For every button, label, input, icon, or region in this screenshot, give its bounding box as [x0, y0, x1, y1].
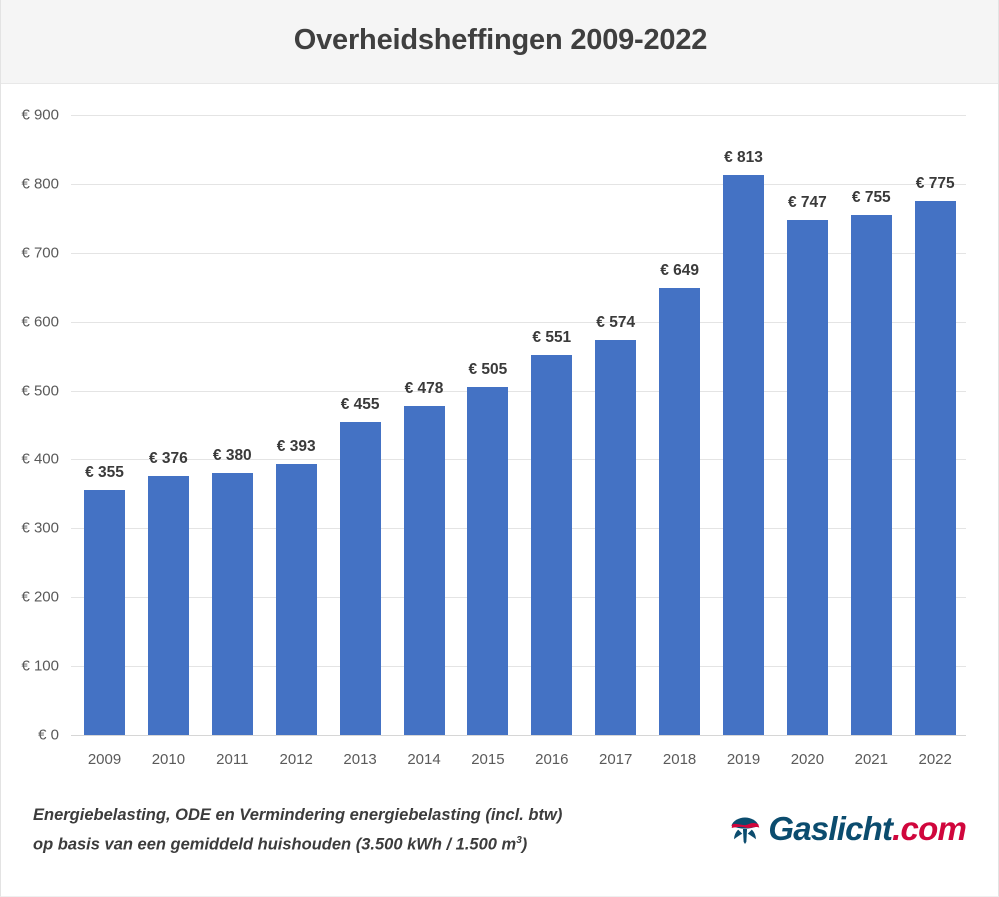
bar-2020[interactable]	[786, 220, 828, 735]
x-axis-tick-label-2018: 2018	[662, 751, 697, 768]
brand-wordmark: Gaslicht.com	[768, 810, 966, 848]
x-axis-tick-label-2014: 2014	[407, 751, 441, 768]
x-axis-baseline	[71, 735, 966, 736]
chart-header: Overheidsheffingen 2009-2022	[1, 0, 998, 84]
y-axis-tick-label: € 400	[21, 450, 59, 468]
bar-value-label-2014: € 478	[404, 379, 444, 397]
cubic-meter-superscript: 3	[516, 835, 522, 846]
x-axis-tick-label-2022: 2022	[918, 751, 952, 768]
bar-value-label-2016: € 551	[532, 329, 572, 347]
bar-2022[interactable]	[914, 201, 956, 735]
bar-value-label-2010: € 376	[148, 449, 188, 467]
bar-value-label-2012: € 393	[276, 438, 316, 456]
bar-2011[interactable]	[211, 473, 253, 735]
x-axis-tick-label-2013: 2013	[343, 751, 377, 768]
bar-value-label-2009: € 355	[85, 464, 124, 482]
bar-value-label-2021: € 755	[851, 188, 891, 206]
x-axis-tick-label-2019: 2019	[726, 751, 761, 768]
y-axis-tick-label: € 700	[21, 244, 59, 262]
bar-2021[interactable]	[850, 214, 892, 735]
gridline	[71, 666, 966, 668]
bar-2009[interactable]	[84, 490, 125, 735]
bar-2017[interactable]	[595, 339, 637, 735]
y-axis-tick-label: € 100	[21, 657, 59, 675]
bar-value-label-2011: € 380	[212, 447, 252, 465]
y-axis-tick-label: € 300	[21, 519, 59, 537]
bar-2019[interactable]	[723, 174, 764, 735]
y-axis-tick-label: € 0	[38, 726, 59, 744]
gridline	[71, 390, 966, 392]
footer-note-line-2-close: )	[521, 835, 528, 854]
bar-value-label-2017: € 574	[596, 313, 636, 331]
gridline	[71, 459, 966, 461]
y-axis-tick-label: € 900	[21, 106, 59, 124]
bar-2015[interactable]	[467, 387, 509, 735]
brand-logo[interactable]: Gaslicht.com	[728, 806, 967, 852]
x-axis-tick-label-2015: 2015	[471, 751, 505, 768]
bar-value-label-2020: € 747	[787, 194, 827, 212]
page-title: Overheidsheffingen 2009-2022	[293, 24, 708, 56]
x-axis-tick-label-2017: 2017	[599, 751, 633, 768]
gridline	[71, 115, 966, 116]
y-axis-tick-label: € 800	[21, 175, 59, 193]
brand-name: Gaslicht	[768, 810, 893, 847]
bar-2018[interactable]	[659, 287, 701, 735]
chart-plot-area: € 0 € 100 € 200 € 300 € 400 € 500 € 600 € 700 € …	[1, 84, 998, 784]
bar-2013[interactable]	[339, 421, 381, 735]
gridline	[71, 183, 966, 185]
footer-note-line-2: op basis van een gemiddeld huishouden (3…	[33, 828, 562, 858]
bar-2012[interactable]	[275, 464, 317, 735]
x-axis-tick-label-2010: 2010	[151, 751, 186, 768]
footer-note-line-1: Energiebelasting, ODE en Vermindering en…	[33, 806, 563, 824]
gridline	[71, 321, 966, 323]
bar-2016[interactable]	[531, 355, 573, 735]
x-axis-tick-label-2021: 2021	[854, 751, 888, 768]
y-axis-tick-label: € 600	[21, 313, 59, 331]
footer-note: Energiebelasting, ODE en Vermindering en…	[33, 803, 562, 858]
bar-value-label-2019: € 813	[724, 148, 763, 166]
bar-value-label-2022: € 775	[915, 175, 955, 193]
x-axis-tick-label-2016: 2016	[535, 751, 569, 768]
bar-2010[interactable]	[147, 475, 189, 735]
gridline	[71, 597, 966, 599]
x-axis-tick-label-2009: 2009	[87, 751, 122, 768]
x-axis-tick-label-2011: 2011	[216, 751, 249, 768]
bar-value-label-2018: € 649	[660, 261, 699, 279]
bar-value-label-2015: € 505	[468, 361, 508, 379]
y-axis-tick-label: € 500	[21, 382, 59, 400]
y-axis-tick-label: € 200	[21, 588, 59, 606]
x-axis-tick-label-2020: 2020	[790, 751, 825, 768]
x-axis-tick-label-2012: 2012	[279, 751, 313, 768]
gridline	[71, 252, 966, 254]
bar-2014[interactable]	[403, 405, 445, 735]
gas-flame-icon	[728, 812, 762, 846]
chart-footer: Energiebelasting, ODE en Vermindering en…	[1, 784, 998, 896]
gridline	[71, 528, 966, 530]
brand-tld: .com	[892, 810, 967, 847]
footer-note-line-2-text: op basis van een gemiddeld huishouden (3…	[33, 835, 517, 854]
bar-value-label-2013: € 455	[340, 395, 380, 413]
